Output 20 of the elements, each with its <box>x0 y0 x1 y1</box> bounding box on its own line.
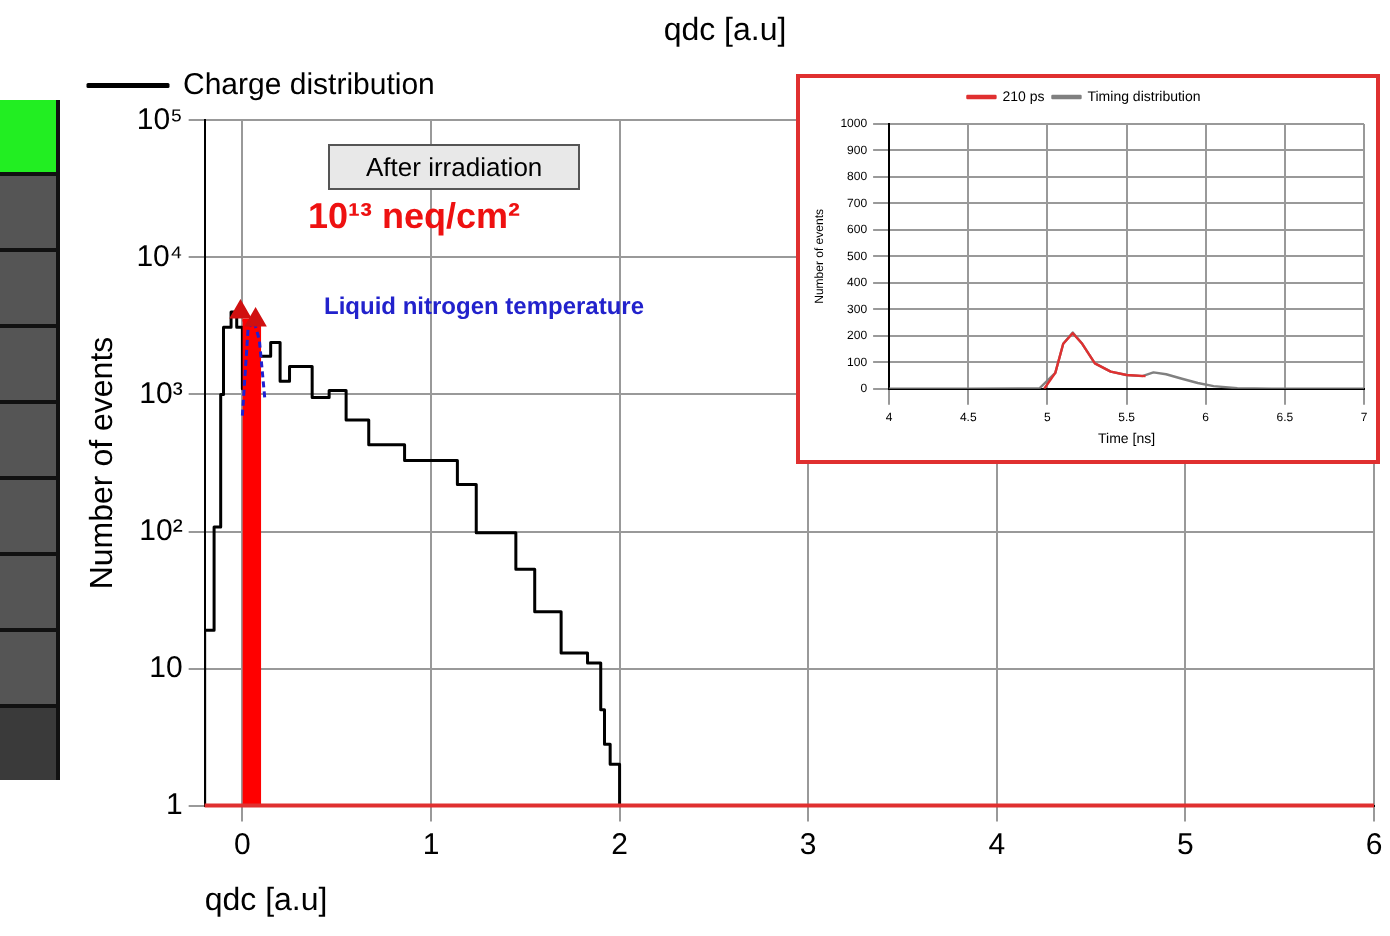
y-tick-label: 1 <box>165 787 183 822</box>
chart-title: qdc [a.u] <box>663 14 787 49</box>
y-axis-title: Number of events <box>86 336 121 590</box>
y-tick-label: 10⁵ <box>136 102 183 137</box>
x-tick-label: 5 <box>1177 827 1194 862</box>
x-tick-label: 4 <box>988 827 1006 862</box>
x-tick-label: 6 <box>1365 827 1383 862</box>
x-tick-label: 1 <box>422 827 440 862</box>
legend-label: Charge distribution <box>183 67 435 102</box>
annotation: After irradiation <box>328 144 581 190</box>
x-tick-label: 0 <box>234 827 251 862</box>
y-tick-label: 10² <box>139 513 183 548</box>
x-axis-title: qdc [a.u] <box>204 883 328 918</box>
y-tick-label: 10 <box>149 650 183 685</box>
annotation: Liquid nitrogen temperature <box>324 292 645 320</box>
x-tick-label: 3 <box>799 827 817 862</box>
annotation: 10¹³ neq/cm² <box>308 196 521 238</box>
y-tick-label: 10³ <box>139 376 183 411</box>
y-tick-label: 10⁴ <box>136 239 183 274</box>
x-tick-label: 2 <box>611 827 628 862</box>
